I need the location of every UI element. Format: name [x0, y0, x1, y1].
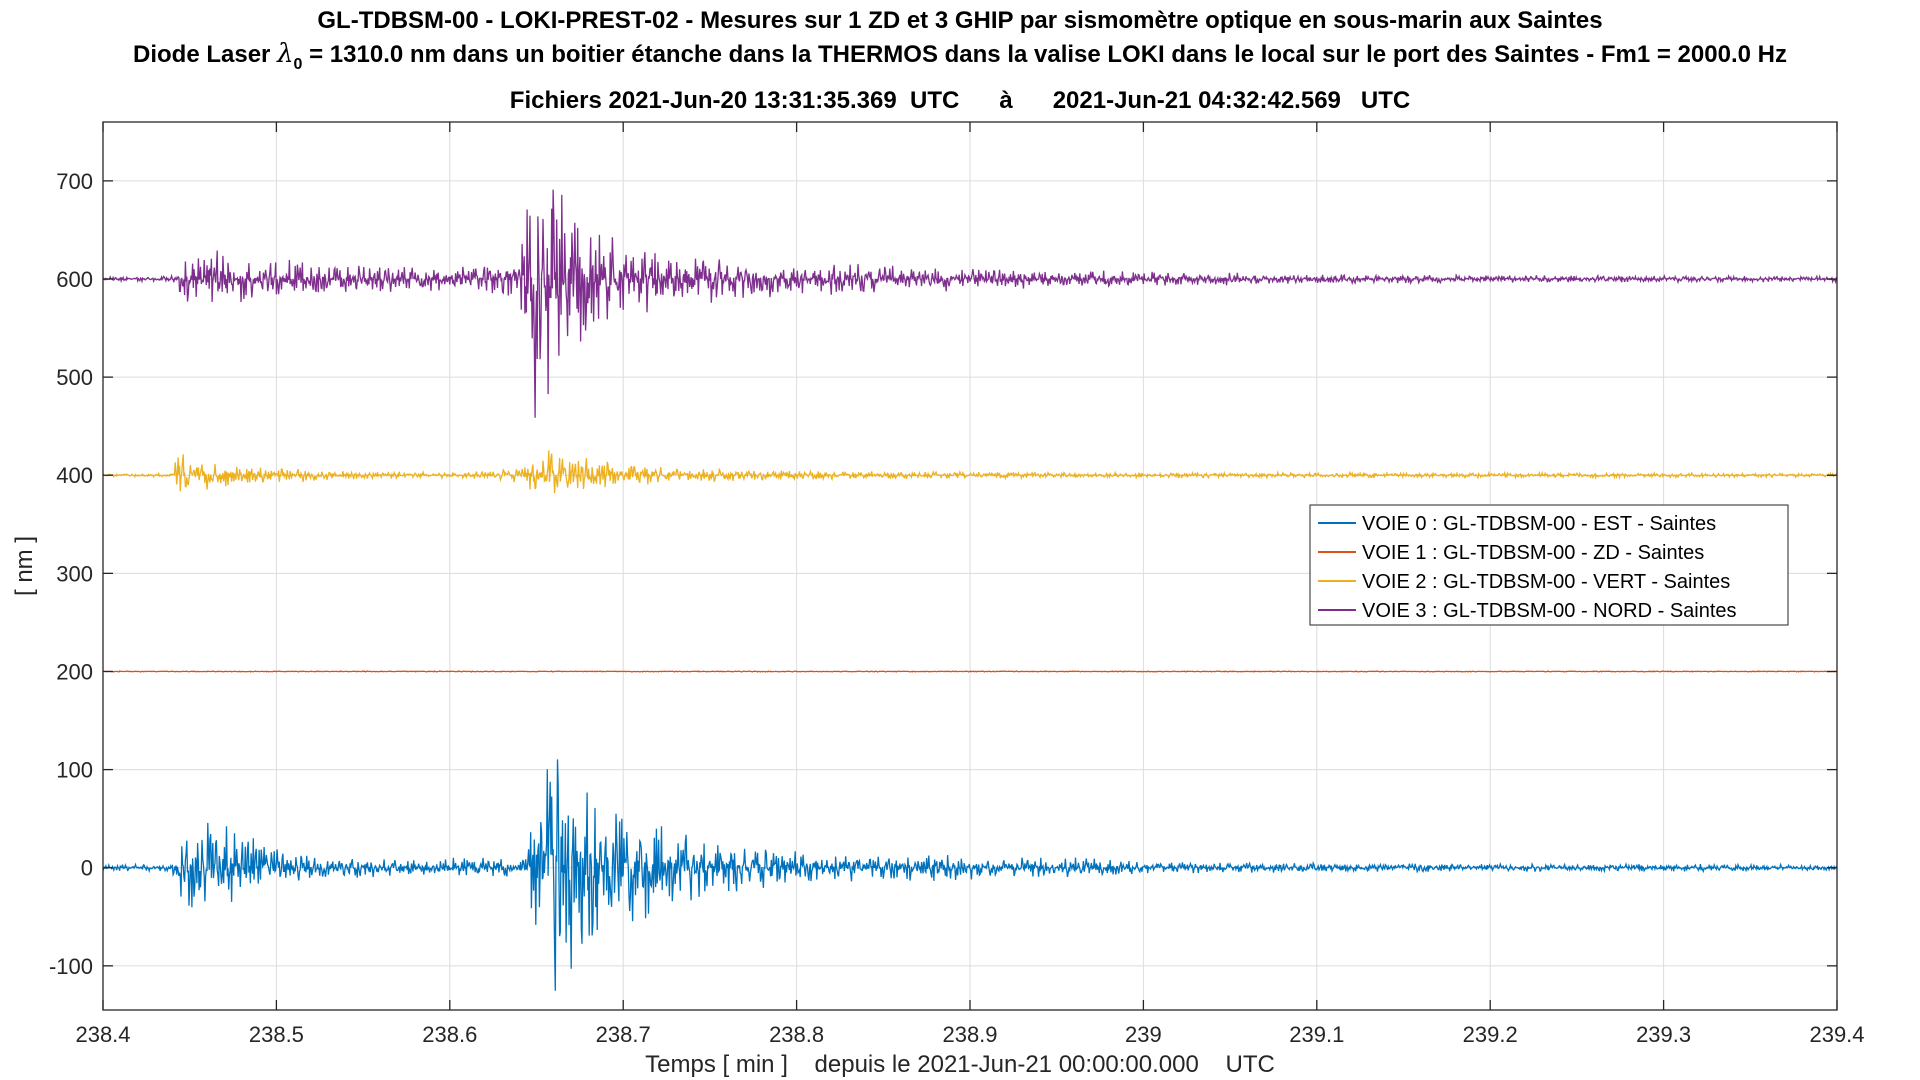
y-tick-label: 600 [56, 267, 93, 292]
x-tick-label: 238.9 [942, 1022, 997, 1047]
series-line-voie-2 [102, 450, 1838, 494]
y-tick-label: 400 [56, 463, 93, 488]
title-line2-prefix: Diode Laser [133, 41, 277, 68]
y-tick-label: 300 [56, 561, 93, 586]
series-line-voie-0 [102, 759, 1838, 991]
chart-title-line3: Fichiers 2021-Jun-20 13:31:35.369 UTC à … [510, 87, 1410, 114]
x-tick-label: 239.1 [1289, 1022, 1344, 1047]
legend-box [1309, 504, 1789, 626]
x-tick-label: 239 [1125, 1022, 1162, 1047]
series-line-voie-1 [102, 670, 1837, 673]
legend-entry-voie-2: VOIE 2 : GL-TDBSM-00 - VERT - Saintes [1362, 571, 1730, 593]
legend-entry-voie-1: VOIE 1 : GL-TDBSM-00 - ZD - Saintes [1362, 542, 1704, 564]
lambda-symbol: λ [276, 39, 293, 69]
legend-entry-voie-3: VOIE 3 : GL-TDBSM-00 - NORD - Saintes [1362, 600, 1737, 622]
x-tick-label: 239.4 [1809, 1022, 1864, 1047]
x-tick-label: 238.5 [249, 1022, 304, 1047]
x-tick-label: 238.4 [75, 1022, 130, 1047]
legend: VOIE 0 : GL-TDBSM-00 - EST - Saintes VOI… [1309, 504, 1789, 626]
x-tick-label: 238.8 [769, 1022, 824, 1047]
plot-area [102, 189, 1838, 991]
x-axis-label: Temps [ min ] depuis le 2021-Jun-21 00:0… [645, 1051, 1275, 1078]
chart-title-line1: GL-TDBSM-00 - LOKI-PREST-02 - Mesures su… [317, 7, 1602, 34]
y-tick-label: 0 [81, 856, 93, 881]
y-tick-label: 500 [56, 365, 93, 390]
title-line2-suffix: = 1310.0 nm dans un boitier étanche dans… [302, 41, 1787, 68]
chart-title-line2: Diode Laser λ0 = 1310.0 nm dans un boiti… [133, 39, 1787, 73]
y-tick-label: 200 [56, 659, 93, 684]
legend-entry-voie-0: VOIE 0 : GL-TDBSM-00 - EST - Saintes [1362, 513, 1716, 535]
axis-ticks: 238.4 238.5 238.6 238.7 238.8 238.9 239 239.1 23… [49, 122, 1865, 1047]
x-tick-label: 239.2 [1463, 1022, 1518, 1047]
series-line-voie-3 [102, 189, 1838, 418]
x-tick-label: 238.6 [422, 1022, 477, 1047]
y-tick-label: 700 [56, 169, 93, 194]
y-axis-label: [ nm ] [11, 536, 38, 596]
y-tick-label: 100 [56, 758, 93, 783]
x-tick-label: 238.7 [596, 1022, 651, 1047]
x-tick-label: 239.3 [1636, 1022, 1691, 1047]
y-tick-label: -100 [49, 954, 93, 979]
lambda-subscript: 0 [294, 56, 303, 73]
